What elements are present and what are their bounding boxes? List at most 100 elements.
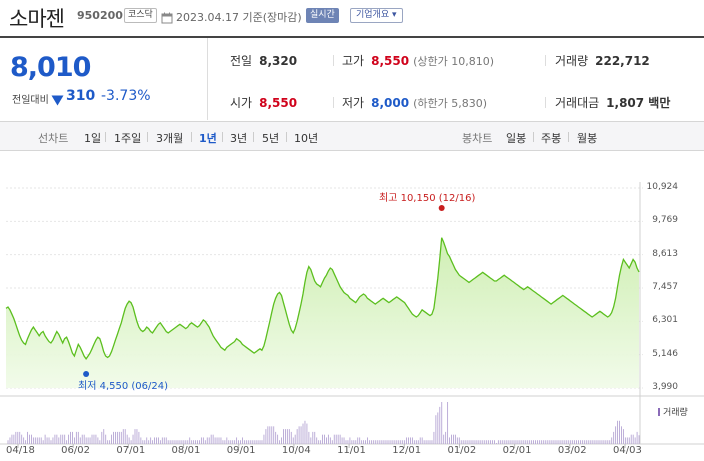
volume-bar — [363, 440, 365, 444]
volume-bar — [339, 434, 341, 444]
high-annotation: 최고 10,150 (12/16) — [379, 193, 476, 204]
volume-bar — [120, 431, 122, 444]
volume-bar — [386, 440, 388, 444]
volume-bar — [337, 434, 339, 444]
open-label: 시가 — [230, 96, 253, 110]
volume-bar — [109, 440, 111, 444]
candle-weekly[interactable]: 주봉 — [541, 132, 562, 145]
volume-legend: 거래량 — [658, 405, 688, 418]
volume-bar — [13, 434, 15, 444]
volume-bar — [306, 423, 308, 444]
volume-bar — [411, 437, 413, 444]
calendar-icon — [161, 9, 173, 24]
volume-bar — [396, 440, 398, 444]
volume-bar — [585, 440, 587, 444]
volume-bar — [605, 440, 607, 444]
volume-bar — [591, 440, 593, 444]
volume-bar — [259, 440, 261, 444]
change-label: 전일대비 — [12, 95, 49, 106]
open-value: 8,550 — [259, 96, 298, 110]
volume-bar — [277, 434, 279, 444]
volume-bar — [124, 429, 126, 444]
volume-bar — [560, 440, 562, 444]
volume-bar — [548, 440, 550, 444]
volume-bar — [490, 440, 492, 444]
volume-bar — [495, 443, 497, 444]
volume-bar — [255, 440, 257, 444]
volume-bar — [505, 440, 507, 444]
company-overview-dropdown[interactable]: 기업개요 ▾ — [350, 8, 403, 23]
volume-bar — [509, 440, 511, 444]
volume-bar — [343, 437, 345, 444]
volume-bar — [247, 440, 249, 444]
volume-bar — [413, 440, 415, 444]
volume-bar — [269, 426, 271, 444]
period-3m[interactable]: 3개월 — [156, 132, 184, 145]
volume-bar — [56, 434, 58, 444]
x-tick-label: 12/01 — [392, 445, 422, 456]
period-3y[interactable]: 3년 — [230, 132, 248, 145]
volume-bar — [40, 437, 42, 444]
volume-bar — [474, 440, 476, 444]
volume-bar — [89, 437, 91, 444]
volume-bar — [445, 431, 447, 444]
divider — [222, 132, 223, 142]
volume-bar — [165, 437, 167, 444]
x-tick-label: 11/01 — [337, 445, 366, 456]
volume-bar — [253, 440, 255, 444]
y-tick-label: 8,613 — [652, 248, 678, 259]
period-5y[interactable]: 5년 — [262, 132, 280, 145]
volume-bar — [572, 440, 574, 444]
down-triangle-icon — [51, 91, 64, 110]
volume-bar — [75, 431, 77, 444]
high-value: 8,550 — [371, 54, 410, 68]
volume-bar — [50, 440, 52, 444]
volume-bar — [218, 437, 220, 444]
divider — [568, 132, 569, 142]
volume-bar — [566, 440, 568, 444]
volume-bar — [132, 434, 134, 444]
volume-bar — [564, 440, 566, 444]
volume-bar — [44, 434, 46, 444]
candle-monthly[interactable]: 월봉 — [577, 132, 598, 145]
volume-bar — [361, 440, 363, 444]
volume-bar — [85, 437, 87, 444]
volume-bar — [150, 437, 152, 444]
volume-bar — [382, 440, 384, 444]
divider — [105, 132, 106, 142]
volume-bar — [320, 440, 322, 444]
volume-bar — [380, 440, 382, 444]
period-10y[interactable]: 10년 — [294, 132, 319, 145]
stock-header: 소마젠 950200 코스닥 2023.04.17 기준(장마감) 실시간 기업… — [0, 0, 704, 32]
volume-bar — [593, 440, 595, 444]
volume-bar — [224, 440, 226, 444]
volume-bar — [148, 440, 150, 444]
period-1d[interactable]: 1일 — [84, 132, 102, 145]
stock-code: 950200 — [77, 9, 123, 22]
volume-bar — [472, 440, 474, 444]
period-1y[interactable]: 1년 — [199, 132, 217, 145]
volume-bar — [408, 437, 409, 444]
volume-bar — [449, 437, 450, 444]
volume-bar — [283, 429, 284, 444]
volume-bar — [507, 440, 509, 444]
candle-daily[interactable]: 일봉 — [506, 132, 527, 145]
divider — [333, 55, 334, 66]
volume-bar — [298, 426, 300, 444]
volume-bar — [38, 437, 40, 444]
volume-bar — [619, 420, 620, 444]
volume-bar — [513, 440, 515, 444]
volume-bar — [177, 440, 179, 444]
volume-bar — [462, 440, 464, 444]
prev-close: 전일 8,320 — [230, 52, 297, 69]
volume-bar — [468, 440, 470, 444]
volume-bar — [97, 437, 99, 444]
volume-bar — [503, 440, 505, 444]
volume-bar — [216, 437, 218, 444]
volume-bar — [271, 426, 273, 444]
realtime-button[interactable]: 실시간 — [306, 8, 339, 23]
volume-bar — [202, 437, 204, 444]
volume-bar — [454, 434, 456, 444]
period-1w[interactable]: 1주일 — [114, 132, 142, 145]
volume-bar — [257, 440, 259, 444]
